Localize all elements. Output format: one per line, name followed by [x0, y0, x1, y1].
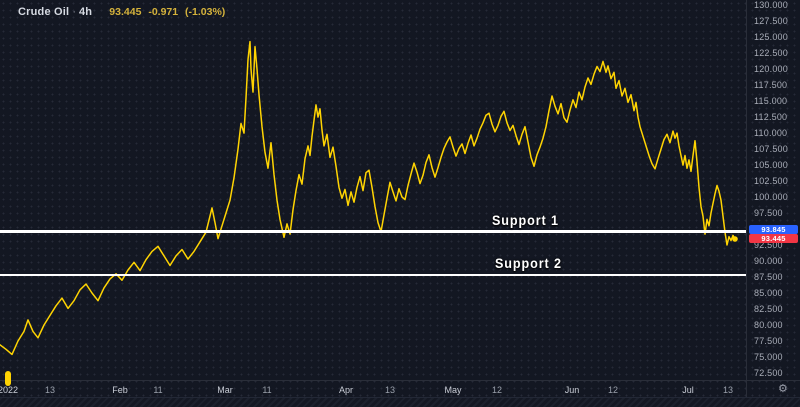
price-tick-label: 130.000	[754, 0, 788, 11]
last-price-dot	[732, 236, 738, 242]
price-tick-label: 90.000	[754, 256, 783, 266]
price-tick-label: 72.500	[754, 367, 783, 378]
price-tick-label: 102.500	[754, 176, 788, 187]
price-tick-label: 107.500	[754, 144, 788, 155]
support-label[interactable]: Support 1	[492, 211, 559, 228]
price-tick-label: 75.000	[754, 351, 783, 362]
price-tick-label: 127.500	[754, 16, 788, 27]
price-tick-label: 125.000	[754, 32, 788, 43]
price-tick-label: 87.500	[754, 272, 783, 282]
price-tick-label: 100.000	[754, 192, 788, 203]
time-tick-label: 12	[607, 385, 619, 395]
series-start-marker	[5, 371, 11, 386]
price-tick-label: 80.000	[754, 319, 783, 330]
time-tick-label: Jul	[682, 385, 694, 395]
axis-settings-corner: ⚙	[746, 380, 800, 397]
chart-legend: Crude Oil · 4h 93.445 -0.971 (-1.03%)	[18, 6, 229, 18]
time-tick-label: Mar	[217, 385, 233, 395]
change-value: -0.971	[148, 6, 179, 18]
time-tick-label: Apr	[338, 385, 354, 395]
symbol-name[interactable]: Crude Oil	[18, 6, 70, 18]
price-values: 93.445 -0.971 (-1.03%)	[109, 6, 229, 18]
bottom-strip	[0, 397, 800, 407]
support-line[interactable]	[0, 230, 746, 233]
last-price-tag: 93.445	[749, 234, 798, 243]
price-tick-label: 112.500	[754, 112, 788, 123]
chart-surface[interactable]: Support 1 Support 2 Crude Oil · 4h 93.445 -…	[0, 0, 746, 386]
time-axis[interactable]: 2022 13 Feb 11 Mar 11 Apr 13 May 12 Jun 12 Jul 13	[0, 380, 746, 397]
change-percent-value: (-1.03%)	[185, 6, 226, 18]
price-tick-label: 77.500	[754, 335, 783, 346]
support-label[interactable]: Support 2	[495, 254, 562, 271]
price-tick-label: 110.000	[754, 128, 788, 139]
price-tick-label: 82.500	[754, 303, 783, 314]
time-tick-label: Jun	[564, 385, 580, 395]
price-tick-label: 120.000	[754, 64, 788, 75]
price-tick-label: 117.500	[754, 80, 788, 91]
price-line-series	[0, 40, 738, 356]
time-tick-label: Feb	[112, 385, 128, 395]
price-tick-label: 97.500	[754, 208, 783, 219]
secondary-price-tag: 93.845	[749, 225, 798, 234]
price-tick-label: 92.500	[754, 240, 783, 251]
time-tick-label: May	[444, 385, 462, 395]
gear-icon[interactable]: ⚙	[778, 383, 788, 395]
support-line[interactable]	[0, 274, 746, 276]
time-tick-label: 12	[491, 385, 503, 395]
price-tick-label: 85.000	[754, 287, 783, 298]
time-tick-label: 13	[722, 385, 734, 395]
last-price-value: 93.445	[109, 6, 142, 18]
timeframe-selector[interactable]: 4h	[78, 6, 93, 18]
time-tick-label: 13	[384, 385, 396, 395]
time-tick-label: 13	[44, 385, 56, 395]
time-tick-label: 11	[262, 385, 272, 395]
time-tick-label: 2022	[0, 385, 19, 395]
time-tick-label: 11	[153, 385, 163, 395]
price-tick-label: 105.000	[754, 160, 788, 171]
legend-separator: ·	[72, 6, 76, 18]
price-tick-label: 115.000	[754, 96, 788, 107]
price-tick-label: 122.500	[754, 48, 788, 59]
price-axis[interactable]: 130.000 127.500 125.000 122.500 120.000 117.5…	[746, 0, 800, 380]
